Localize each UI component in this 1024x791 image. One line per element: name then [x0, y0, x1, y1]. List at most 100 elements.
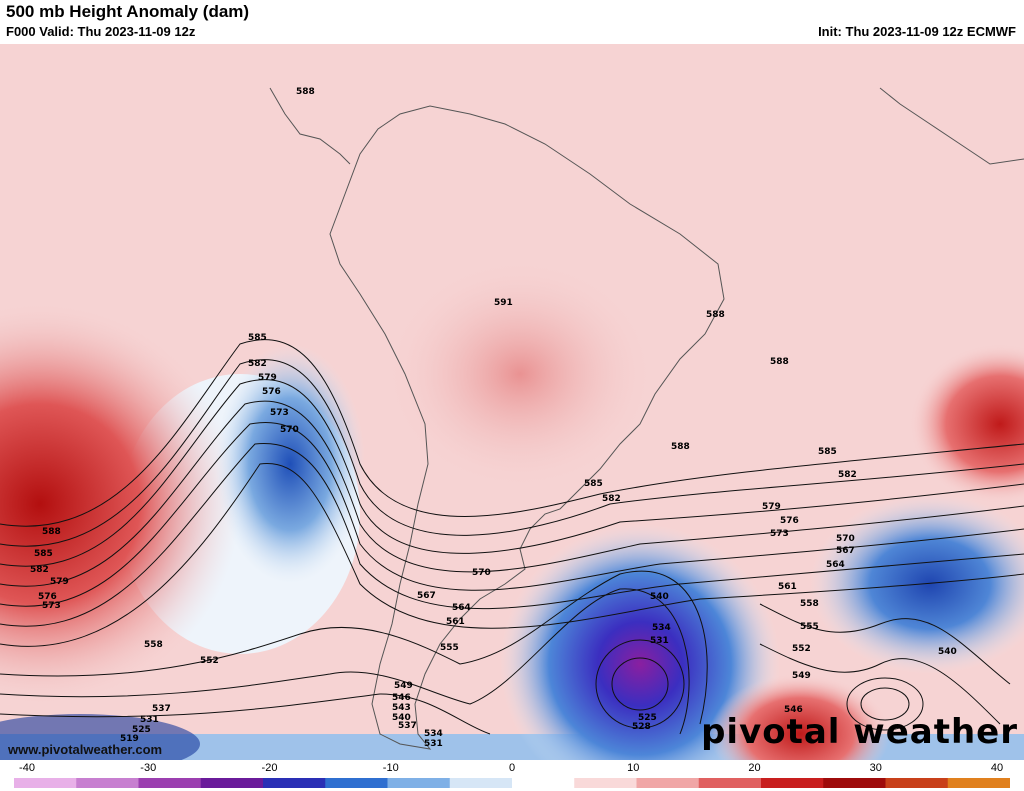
west-trough — [215, 344, 365, 584]
contour-label: 531 — [650, 636, 669, 646]
colorbar-segment — [947, 778, 1010, 788]
colorbar-segment — [200, 778, 264, 788]
colorbar — [14, 778, 1010, 788]
central-america-coast — [269, 87, 351, 165]
contour-label: 543 — [392, 703, 411, 713]
pivotal-weather-logo: pivotal weather — [701, 712, 1018, 752]
contour-label: 546 — [784, 705, 803, 715]
south-ridge — [710, 674, 890, 760]
init-time: Init: Thu 2023-11-09 12z ECMWF — [818, 24, 1016, 39]
contour-label: 531 — [140, 715, 159, 725]
map-header: 500 mb Height Anomaly (dam) F000 Valid: … — [0, 0, 1024, 45]
colorbar-tick-label: 20 — [748, 762, 761, 774]
contour-label: 588 — [671, 442, 690, 452]
contour-label: 540 — [392, 713, 411, 723]
colorbar-tick-label: 0 — [508, 762, 516, 774]
contour-label: 579 — [50, 577, 69, 587]
contour-label: 567 — [417, 591, 436, 601]
contour-label: 588 — [42, 527, 61, 537]
south-atlantic-low — [500, 524, 780, 760]
contour-label: 588 — [770, 357, 789, 367]
colorbar-tick-label: -10 — [382, 762, 399, 774]
contour-label: 525 — [638, 713, 657, 723]
colorbar-segment — [325, 778, 388, 788]
contour-label: 585 — [248, 333, 267, 343]
contour-label: 525 — [132, 725, 151, 735]
colorbar-tick-label: 40 — [990, 762, 1004, 774]
contour-label: 549 — [792, 671, 811, 681]
colorbar-segment — [138, 778, 202, 788]
contour-label: 564 — [452, 603, 471, 613]
contour-label: 570 — [472, 568, 491, 578]
colorbar-segment — [636, 778, 700, 788]
colorbar-segment — [387, 778, 451, 788]
contour-label: 555 — [800, 622, 819, 632]
contour-label: 552 — [792, 644, 811, 654]
colorbar-tick-label: -40 — [19, 762, 35, 774]
colorbar-segment — [14, 778, 77, 788]
contour-label: 537 — [398, 721, 417, 731]
contour-label: 561 — [778, 582, 797, 592]
sw-low — [0, 714, 200, 760]
contour-label: 531 — [424, 739, 443, 749]
contour-label: 591 — [494, 298, 513, 308]
contour-label: 576 — [262, 387, 281, 397]
colorbar-segment — [449, 778, 513, 788]
contour-label: 573 — [42, 601, 61, 611]
colorbar-tick-label: 10 — [627, 762, 640, 774]
colorbar-segment — [885, 778, 949, 788]
contour-label: 579 — [762, 502, 781, 512]
contour-label: 576 — [780, 516, 799, 526]
contour-label: 534 — [652, 623, 671, 633]
contour-label: 549 — [394, 681, 413, 691]
contour-label: 552 — [200, 656, 219, 666]
colorbar-tick-label: -20 — [261, 762, 278, 774]
colorbar-tick-label: -30 — [140, 762, 157, 774]
contour-label: 573 — [770, 529, 789, 539]
contour-label: 579 — [258, 373, 277, 383]
contour-label: 540 — [938, 647, 957, 657]
contour-label: 588 — [296, 87, 315, 97]
valid-time: F000 Valid: Thu 2023-11-09 12z — [6, 24, 196, 39]
central-high — [380, 254, 660, 494]
contour-label: 588 — [706, 310, 725, 320]
africa-coast — [879, 87, 1024, 165]
contour-label: 585 — [584, 479, 603, 489]
contour-label: 576 — [38, 592, 57, 602]
contour-label: 555 — [440, 643, 459, 653]
site-url: www.pivotalweather.com — [8, 742, 163, 757]
colorbar-segment — [263, 778, 326, 788]
colorbar-segment — [761, 778, 824, 788]
contour-label: 558 — [144, 640, 163, 650]
colorbar-segment — [823, 778, 886, 788]
contour-label: 567 — [836, 546, 855, 556]
contour-label: 570 — [280, 425, 299, 435]
contour-label: 585 — [818, 447, 837, 457]
anomaly-map: 588 585 582 579 576 573 570 591 588 588 … — [0, 44, 1024, 760]
contour-label: 582 — [248, 359, 267, 369]
east-ridge — [910, 344, 1024, 504]
contour-label: 582 — [602, 494, 621, 504]
west-ridge — [0, 304, 240, 704]
contour-label: 561 — [446, 617, 465, 627]
colorbar-segment — [698, 778, 762, 788]
contour-label: 573 — [270, 408, 289, 418]
map-title: 500 mb Height Anomaly (dam) — [6, 2, 250, 21]
colorbar-tick-label: 30 — [869, 762, 882, 774]
contour-label: 537 — [152, 704, 171, 714]
contour-label: 534 — [424, 729, 443, 739]
contour-label: 558 — [800, 599, 819, 609]
contour-labels: 588 585 582 579 576 573 570 591 588 588 … — [30, 87, 957, 749]
height-contours — [0, 339, 1024, 735]
contour-label: 540 — [650, 592, 669, 602]
colorbar-segment — [574, 778, 637, 788]
contour-label: 582 — [30, 565, 49, 575]
colorbar-segment — [512, 778, 575, 788]
contour-label: 519 — [120, 734, 139, 744]
contour-label: 528 — [632, 722, 651, 732]
south-america-coast — [329, 105, 725, 750]
contour-label: 564 — [826, 560, 845, 570]
contour-label: 570 — [836, 534, 855, 544]
contour-label: 582 — [838, 470, 857, 480]
contour-label: 546 — [392, 693, 411, 703]
